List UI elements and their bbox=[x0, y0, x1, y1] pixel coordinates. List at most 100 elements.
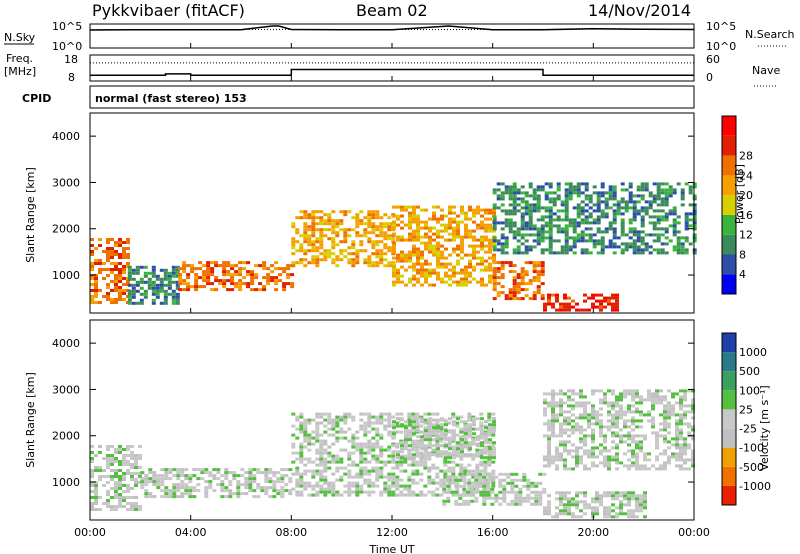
heatmap-cell bbox=[467, 469, 472, 473]
heatmap-cell bbox=[182, 270, 187, 274]
heatmap-cell bbox=[303, 240, 308, 244]
heatmap-cell bbox=[440, 208, 444, 212]
heatmap-cell bbox=[460, 238, 464, 242]
heatmap-cell bbox=[492, 285, 497, 289]
heatmap-cell bbox=[379, 448, 384, 452]
heatmap-cell bbox=[628, 197, 633, 201]
heatmap-cell bbox=[94, 484, 98, 487]
heatmap-cell bbox=[508, 261, 513, 265]
heatmap-cell bbox=[126, 490, 130, 493]
heatmap-cell bbox=[640, 224, 645, 228]
heatmap-cell bbox=[140, 471, 145, 475]
heatmap-cell bbox=[436, 244, 440, 248]
heatmap-cell bbox=[94, 277, 98, 280]
freq-bottom-tick: 8 bbox=[68, 71, 75, 84]
heatmap-cell bbox=[379, 228, 384, 232]
heatmap-cell bbox=[632, 200, 637, 204]
heatmap-cell bbox=[504, 242, 509, 246]
heatmap-cell bbox=[303, 457, 308, 461]
heatmap-cell bbox=[468, 208, 472, 212]
heatmap-cell bbox=[532, 279, 537, 283]
heatmap-cell bbox=[567, 500, 571, 504]
heatmap-cell bbox=[691, 455, 695, 459]
heatmap-cell bbox=[462, 493, 467, 497]
heatmap-cell bbox=[536, 236, 541, 240]
heatmap-cell bbox=[114, 241, 118, 244]
heatmap-cell bbox=[412, 232, 416, 236]
heatmap-cell bbox=[547, 401, 551, 405]
heatmap-cell bbox=[439, 439, 444, 443]
heatmap-cell bbox=[351, 463, 356, 467]
heatmap-cell bbox=[343, 448, 348, 452]
heatmap-cell bbox=[110, 253, 114, 256]
heatmap-cell bbox=[612, 209, 617, 213]
heatmap-cell bbox=[375, 469, 380, 473]
heatmap-cell bbox=[675, 425, 679, 429]
heatmap-cell bbox=[222, 282, 227, 286]
heatmap-cell bbox=[230, 264, 235, 268]
heatmap-cell bbox=[331, 442, 336, 446]
heatmap-cell bbox=[118, 298, 122, 301]
heatmap-cell bbox=[331, 484, 336, 488]
heatmap-cell bbox=[404, 441, 408, 445]
heatmap-cell bbox=[488, 441, 492, 445]
heatmap-cell bbox=[671, 407, 675, 411]
heatmap-cell bbox=[186, 282, 191, 286]
heatmap-cell bbox=[218, 279, 223, 283]
heatmap-cell bbox=[122, 475, 126, 478]
heatmap-cell bbox=[379, 445, 384, 449]
heatmap-cell bbox=[367, 261, 372, 265]
heatmap-cell bbox=[488, 223, 492, 227]
heatmap-cell bbox=[675, 437, 679, 441]
heatmap-cell bbox=[319, 475, 324, 479]
heatmap-cell bbox=[335, 421, 340, 425]
heatmap-cell bbox=[184, 468, 189, 472]
heatmap-cell bbox=[355, 234, 360, 238]
heatmap-cell bbox=[335, 493, 340, 497]
heatmap-cell bbox=[603, 512, 607, 516]
heatmap-cell bbox=[460, 244, 464, 248]
heatmap-cell bbox=[540, 261, 545, 265]
heatmap-cell bbox=[280, 486, 285, 490]
heatmap-cell bbox=[204, 486, 209, 490]
colorbar-swatch bbox=[722, 274, 736, 294]
heatmap-cell bbox=[624, 188, 629, 192]
heatmap-cell bbox=[315, 264, 320, 268]
heatmap-cell bbox=[647, 467, 651, 471]
heatmap-cell bbox=[432, 423, 436, 427]
heatmap-cell bbox=[299, 421, 304, 425]
heatmap-cell bbox=[367, 445, 372, 449]
heatmap-cell bbox=[476, 208, 480, 212]
heatmap-cell bbox=[420, 256, 424, 260]
heatmap-cell bbox=[556, 188, 561, 192]
heatmap-cell bbox=[160, 495, 165, 499]
heatmap-cell bbox=[387, 487, 392, 491]
heatmap-cell bbox=[631, 422, 635, 426]
nsky-top-tick: 10^5 bbox=[52, 20, 82, 33]
heatmap-cell bbox=[262, 261, 267, 265]
heatmap-cell bbox=[282, 282, 287, 286]
heatmap-cell bbox=[248, 477, 253, 481]
heatmap-cell bbox=[319, 234, 324, 238]
heatmap-cell bbox=[228, 483, 233, 487]
heatmap-cell bbox=[571, 443, 575, 447]
heatmap-cell bbox=[603, 434, 607, 438]
heatmap-cell bbox=[134, 502, 138, 505]
heatmap-cell bbox=[448, 217, 452, 221]
heatmap-cell bbox=[448, 453, 452, 457]
heatmap-cell bbox=[194, 279, 199, 283]
heatmap-cell bbox=[587, 422, 591, 426]
heatmap-cell bbox=[488, 280, 492, 284]
heatmap-cell bbox=[591, 428, 595, 432]
heatmap-cell bbox=[571, 404, 575, 408]
heatmap-cell bbox=[668, 209, 673, 213]
heatmap-cell bbox=[408, 211, 412, 215]
heatmap-cell bbox=[404, 238, 408, 242]
heatmap-cell bbox=[664, 227, 669, 231]
heatmap-cell bbox=[506, 490, 511, 494]
heatmap-cell bbox=[547, 494, 551, 498]
heatmap-cell bbox=[415, 421, 420, 425]
heatmap-cell bbox=[387, 478, 392, 482]
heatmap-cell bbox=[331, 258, 336, 262]
heatmap-cell bbox=[516, 297, 521, 301]
